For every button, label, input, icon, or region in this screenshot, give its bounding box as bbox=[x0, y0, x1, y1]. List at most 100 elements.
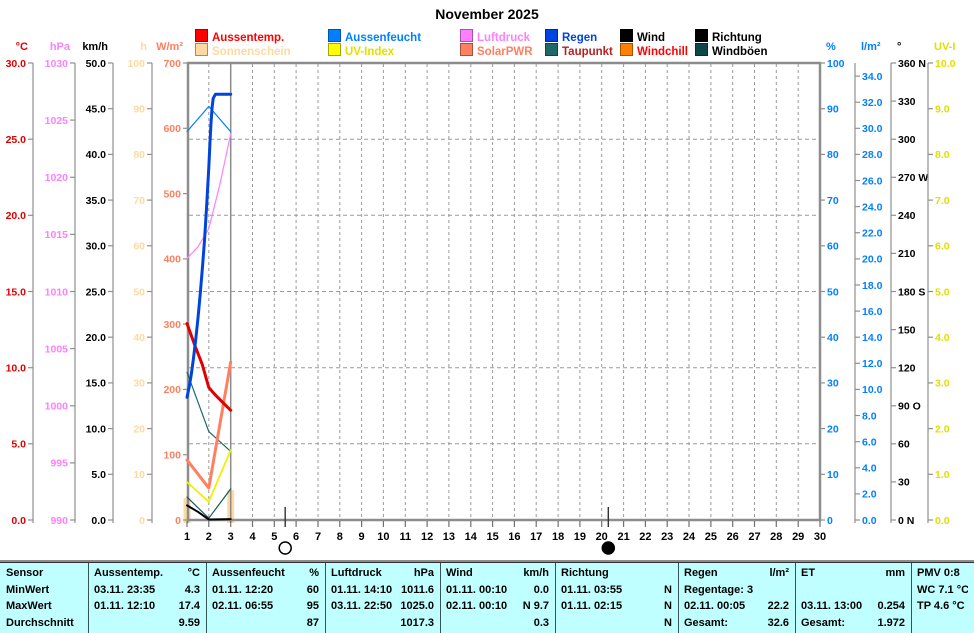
table-column-separator bbox=[555, 563, 556, 633]
cell-value: 0.3 bbox=[533, 616, 549, 629]
svg-text:2: 2 bbox=[206, 531, 212, 543]
cell-value: N bbox=[664, 616, 672, 629]
svg-text:1020: 1020 bbox=[45, 172, 69, 184]
svg-text:5.0: 5.0 bbox=[11, 439, 26, 451]
table-cell: WC 7.1 °C bbox=[917, 582, 968, 598]
table-header-et: ET mm bbox=[801, 565, 905, 581]
svg-text:14: 14 bbox=[465, 531, 478, 543]
table-column-separator bbox=[440, 563, 441, 633]
table-header-sensor: Sensor bbox=[6, 565, 82, 581]
legend-label: Luftdruck bbox=[477, 32, 531, 44]
table-column-separator bbox=[206, 563, 207, 633]
svg-text:24.0: 24.0 bbox=[862, 201, 883, 213]
svg-text:8.0: 8.0 bbox=[935, 149, 950, 161]
legend-color-chip bbox=[545, 43, 558, 56]
svg-text:24: 24 bbox=[683, 531, 696, 543]
cell-value: N bbox=[664, 600, 672, 612]
cell-label: 03.11. 13:00 bbox=[801, 600, 863, 612]
svg-text:1030: 1030 bbox=[45, 58, 69, 70]
svg-text:60: 60 bbox=[898, 439, 910, 451]
axis-l/m²: l/m² 0.0 2.0 4.0 6.0 8.0 10.0 12.0 14.0 16.0 18.0 2… bbox=[854, 41, 883, 527]
svg-text:1005: 1005 bbox=[45, 343, 69, 355]
svg-text:7.0: 7.0 bbox=[935, 195, 950, 207]
svg-text:19: 19 bbox=[574, 531, 586, 543]
cell-label: WC 7.1 °C bbox=[917, 583, 968, 596]
svg-text:50.0: 50.0 bbox=[86, 58, 107, 70]
chart-plot: °C0.05.010.015.020.025.030.0hPa990995100… bbox=[6, 41, 956, 555]
svg-text:10.0: 10.0 bbox=[862, 384, 883, 396]
svg-text:28.0: 28.0 bbox=[862, 149, 883, 161]
svg-text:29: 29 bbox=[792, 531, 804, 543]
cell-label: Regen bbox=[684, 567, 718, 579]
stats-table: Sensor MinWert MaxWert Durchschnitt Aussente… bbox=[0, 562, 974, 633]
table-cell: 01.11. 02:15 N bbox=[561, 598, 672, 614]
svg-text:0 N: 0 N bbox=[898, 515, 914, 527]
svg-text:30: 30 bbox=[133, 378, 145, 390]
cell-label: PMV 0:8 bbox=[917, 567, 960, 579]
cell-value: 87 bbox=[306, 616, 319, 629]
svg-text:990: 990 bbox=[50, 515, 68, 527]
svg-text:12: 12 bbox=[421, 531, 433, 543]
legend-item-windchill: Windchill bbox=[620, 43, 688, 58]
cell-value: °C bbox=[187, 567, 200, 579]
svg-text:20: 20 bbox=[133, 423, 145, 435]
series-windb-en bbox=[186, 488, 232, 519]
cell-label: MinWert bbox=[6, 583, 50, 596]
table-column-separator bbox=[911, 563, 912, 633]
svg-text:14.0: 14.0 bbox=[862, 332, 883, 344]
cell-label: 01.11. 02:15 bbox=[561, 600, 623, 612]
table-cell: 87 bbox=[212, 615, 319, 631]
cell-value: 0.0 bbox=[533, 583, 549, 596]
table-cell: 01.11. 12:10 17.4 bbox=[94, 598, 200, 614]
cell-value: km/h bbox=[523, 567, 549, 579]
svg-text:12.0: 12.0 bbox=[862, 358, 883, 370]
svg-text:17: 17 bbox=[530, 531, 542, 543]
cell-label: Regentage: 3 bbox=[684, 583, 754, 596]
svg-text:150: 150 bbox=[898, 324, 916, 336]
svg-text:2.0: 2.0 bbox=[935, 423, 950, 435]
table-cell: 03.11. 23:35 4.3 bbox=[94, 582, 200, 598]
axis-%: % 0 10 20 30 40 50 60 70 80 90 100 bbox=[819, 41, 845, 527]
svg-text:30.0: 30.0 bbox=[6, 58, 27, 70]
cell-value: 17.4 bbox=[178, 600, 200, 612]
svg-text:400: 400 bbox=[163, 254, 181, 266]
table-cell: 01.11. 12:20 60 bbox=[212, 582, 319, 598]
svg-text:%: % bbox=[826, 41, 836, 53]
svg-text:0: 0 bbox=[175, 515, 181, 527]
svg-text:10: 10 bbox=[133, 469, 145, 481]
svg-text:500: 500 bbox=[163, 188, 181, 200]
table-cell: 01.11. 14:10 1011.6 bbox=[331, 582, 434, 598]
legend-label: Aussentemp. bbox=[212, 32, 285, 44]
table-cell: Gesamt: 32.6 bbox=[684, 615, 789, 631]
cell-label: Wind bbox=[446, 567, 473, 579]
cell-label: Aussenfeucht bbox=[212, 567, 285, 579]
svg-text:8.0: 8.0 bbox=[862, 410, 877, 422]
svg-text:30: 30 bbox=[814, 531, 826, 543]
cell-label: Sensor bbox=[6, 567, 44, 579]
svg-text:300: 300 bbox=[163, 319, 181, 331]
legend-label: Windböen bbox=[712, 46, 768, 58]
cell-value: 1017.3 bbox=[400, 616, 434, 629]
cell-value: 1025.0 bbox=[400, 600, 434, 612]
legend-item-solarpwr: SolarPWR bbox=[460, 43, 533, 58]
svg-text:15.0: 15.0 bbox=[86, 378, 107, 390]
axis-UV-I: UV-I 0.0 1.0 2.0 3.0 4.0 5.0 6.0 7.0 8.0 9.0 10.0 bbox=[927, 41, 956, 527]
legend-item-windb-en: Windböen bbox=[695, 43, 768, 58]
axis-°C: °C 0.0 5.0 10.0 15.0 20.0 25.0 30.0 bbox=[6, 41, 34, 527]
cell-label: Aussentemp. bbox=[94, 567, 164, 579]
table-cell: 9.59 bbox=[94, 615, 200, 631]
cell-label: MaxWert bbox=[6, 600, 52, 612]
svg-text:23: 23 bbox=[661, 531, 673, 543]
svg-text:20: 20 bbox=[827, 423, 839, 435]
legend-color-chip bbox=[328, 29, 341, 42]
svg-text:1010: 1010 bbox=[45, 286, 69, 298]
svg-text:1015: 1015 bbox=[45, 229, 69, 241]
axis-hPa: hPa 990 995 1000 1005 1010 1015 1020 1025 1030 bbox=[45, 41, 76, 527]
legend-label: UV-Index bbox=[345, 46, 395, 58]
svg-text:1000: 1000 bbox=[45, 401, 69, 413]
svg-text:6.0: 6.0 bbox=[935, 241, 950, 253]
svg-text:16.0: 16.0 bbox=[862, 306, 883, 318]
svg-text:60: 60 bbox=[827, 241, 839, 253]
svg-text:90: 90 bbox=[827, 104, 839, 116]
table-header-aussentemp-: Aussentemp. °C bbox=[94, 565, 200, 581]
